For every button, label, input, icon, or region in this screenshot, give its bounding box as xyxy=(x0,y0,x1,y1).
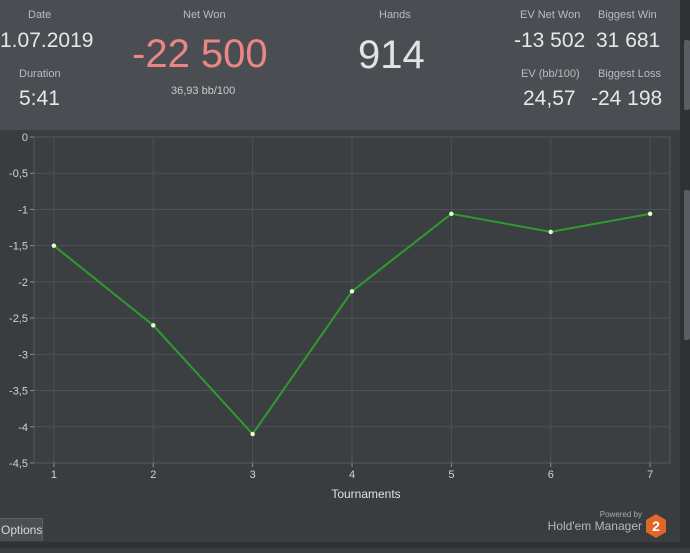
ev-bb100-value: 24,57 xyxy=(523,87,576,110)
brand-number: 2 xyxy=(652,518,660,534)
x-tick-label: 2 xyxy=(150,469,156,481)
data-point xyxy=(548,229,553,235)
y-tick-label: -1,5 xyxy=(9,241,28,253)
options-button[interactable]: Options xyxy=(0,518,43,541)
x-tick-label: 3 xyxy=(250,469,256,481)
duration-label: Duration xyxy=(19,68,61,80)
stats-header: Date 1.07.2019 Duration 5:41 Net Won -22… xyxy=(0,0,690,130)
x-tick-label: 1 xyxy=(51,469,57,481)
biggest-loss-label: Biggest Loss xyxy=(598,68,661,80)
data-point xyxy=(449,211,454,216)
x-tick-label: 5 xyxy=(448,469,454,481)
data-point xyxy=(151,323,156,328)
biggest-loss-value: -24 198 xyxy=(591,87,663,110)
ev-net-won-label: EV Net Won xyxy=(520,9,581,21)
data-point xyxy=(647,211,653,216)
bb-per-100: 36,93 bb/100 xyxy=(171,85,236,97)
hem2-logo-icon: 2 xyxy=(646,514,666,538)
y-tick-label: -3,5 xyxy=(9,386,28,398)
x-tick-label: 4 xyxy=(349,469,355,481)
x-tick-label: 6 xyxy=(548,469,554,481)
y-tick-label: -0,5 xyxy=(9,168,28,180)
y-tick-label: -4,5 xyxy=(9,458,28,470)
x-tick-label: 7 xyxy=(647,469,653,481)
net-won-value: -22 500 xyxy=(132,32,268,76)
powered-by-text: Powered by xyxy=(599,510,642,519)
ev-net-won-value: -13 502 xyxy=(514,29,586,52)
biggest-win-value: 31 681 xyxy=(596,29,661,52)
bottom-divider xyxy=(0,542,680,548)
hands-label: Hands xyxy=(379,9,411,21)
data-point xyxy=(349,289,355,294)
data-point xyxy=(51,243,57,248)
y-tick-label: -4 xyxy=(18,422,28,434)
y-tick-label: -2,5 xyxy=(9,313,28,325)
duration-value: 5:41 xyxy=(19,87,60,110)
biggest-win-label: Biggest Win xyxy=(598,9,657,21)
brand-name: Hold'em Manager xyxy=(547,519,642,533)
scrollbar-thumb-lower[interactable] xyxy=(684,190,690,340)
y-tick-label: 0 xyxy=(22,132,28,144)
y-tick-label: -3 xyxy=(18,349,28,361)
chart-area: 0 -0,5 -1 -1,5 -2 -2,5 -3 -3,5 -4 -4,5 1 2 3 4 5 6 7 Tour… xyxy=(0,131,680,548)
ev-bb100-label: EV (bb/100) xyxy=(521,68,580,80)
x-axis-label: Tournaments xyxy=(331,487,400,501)
scrollbar-thumb-upper[interactable] xyxy=(684,40,690,110)
date-label: Date xyxy=(28,9,52,21)
tournament-chart: 0 -0,5 -1 -1,5 -2 -2,5 -3 -3,5 -4 -4,5 1 2 3 4 5 6 7 Tour… xyxy=(9,132,671,501)
y-tick-label: -1 xyxy=(18,204,28,216)
hands-value: 914 xyxy=(358,33,425,77)
data-point xyxy=(250,431,255,437)
y-tick-label: -2 xyxy=(18,277,28,289)
net-won-label: Net Won xyxy=(183,9,226,21)
date-value: 1.07.2019 xyxy=(0,29,94,52)
